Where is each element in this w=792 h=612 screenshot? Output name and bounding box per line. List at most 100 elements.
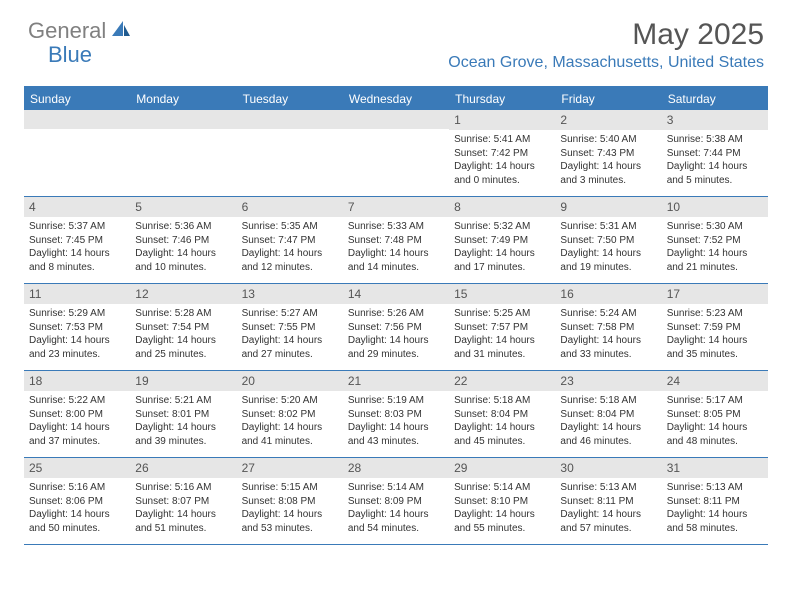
sunset-line: Sunset: 7:55 PM bbox=[242, 321, 338, 335]
sunset-line: Sunset: 8:07 PM bbox=[135, 495, 231, 509]
daylight-line: Daylight: 14 hours and 3 minutes. bbox=[560, 160, 656, 187]
daylight-line: Daylight: 14 hours and 35 minutes. bbox=[667, 334, 763, 361]
day-body: Sunrise: 5:14 AMSunset: 8:10 PMDaylight:… bbox=[449, 478, 555, 540]
week-row: 11Sunrise: 5:29 AMSunset: 7:53 PMDayligh… bbox=[24, 284, 768, 371]
sunset-line: Sunset: 8:03 PM bbox=[348, 408, 444, 422]
daylight-line: Daylight: 14 hours and 54 minutes. bbox=[348, 508, 444, 535]
daylight-line: Daylight: 14 hours and 33 minutes. bbox=[560, 334, 656, 361]
sunrise-line: Sunrise: 5:14 AM bbox=[348, 481, 444, 495]
location-label: Ocean Grove, Massachusetts, United State… bbox=[448, 54, 764, 72]
empty-day-number bbox=[343, 110, 449, 129]
sunrise-line: Sunrise: 5:36 AM bbox=[135, 220, 231, 234]
week-row: 4 Sunrise: 5:37 AMSunset: 7:45 PM Daylight… bbox=[24, 197, 768, 284]
day-body: Sunrise: 5:30 AMSunset: 7:52 PMDaylight:… bbox=[662, 217, 768, 279]
day-cell: 13Sunrise: 5:27 AMSunset: 7:55 PMDayligh… bbox=[237, 284, 343, 370]
daylight-line: Daylight: 14 hours and 48 minutes. bbox=[667, 421, 763, 448]
day-cell: 1Sunrise: 5:41 AMSunset: 7:42 PMDaylight… bbox=[449, 110, 555, 196]
empty-day-number bbox=[130, 110, 236, 129]
sunrise-line: Sunrise: 5:30 AM bbox=[667, 220, 763, 234]
empty-day-number bbox=[237, 110, 343, 129]
day-body: Sunrise: 5:21 AMSunset: 8:01 PMDaylight:… bbox=[130, 391, 236, 453]
sunrise-line: Sunrise: 5:28 AM bbox=[135, 307, 231, 321]
sunset-line: Sunset: 7:58 PM bbox=[560, 321, 656, 335]
sunrise-line: Sunrise: 5:24 AM bbox=[560, 307, 656, 321]
day-cell: 16Sunrise: 5:24 AMSunset: 7:58 PMDayligh… bbox=[555, 284, 661, 370]
day-number: 23 bbox=[555, 371, 661, 391]
sunset-line: Sunset: 7:49 PM bbox=[454, 234, 550, 248]
day-cell: 23Sunrise: 5:18 AMSunset: 8:04 PMDayligh… bbox=[555, 371, 661, 457]
day-header-row: SundayMondayTuesdayWednesdayThursdayFrid… bbox=[24, 88, 768, 110]
day-body: Sunrise: 5:25 AMSunset: 7:57 PMDaylight:… bbox=[449, 304, 555, 366]
day-number: 9 bbox=[555, 197, 661, 217]
day-header: Monday bbox=[130, 88, 236, 110]
daylight-line: Daylight: 14 hours and 43 minutes. bbox=[348, 421, 444, 448]
day-body: Sunrise: 5:26 AMSunset: 7:56 PMDaylight:… bbox=[343, 304, 449, 366]
day-number: 8 bbox=[449, 197, 555, 217]
day-number: 7 bbox=[343, 197, 449, 217]
day-body: Sunrise: 5:41 AMSunset: 7:42 PMDaylight:… bbox=[449, 130, 555, 192]
sunset-line: Sunset: 8:02 PM bbox=[242, 408, 338, 422]
daylight-line: Daylight: 14 hours and 25 minutes. bbox=[135, 334, 231, 361]
day-cell: 31Sunrise: 5:13 AMSunset: 8:11 PMDayligh… bbox=[662, 458, 768, 544]
day-number: 24 bbox=[662, 371, 768, 391]
day-cell: 24Sunrise: 5:17 AMSunset: 8:05 PMDayligh… bbox=[662, 371, 768, 457]
daylight-line: Daylight: 14 hours and 41 minutes. bbox=[242, 421, 338, 448]
logo: General Blue bbox=[28, 18, 134, 44]
sunset-line: Sunset: 7:59 PM bbox=[667, 321, 763, 335]
day-number: 4 bbox=[24, 197, 130, 217]
day-body: Sunrise: 5:33 AMSunset: 7:48 PMDaylight:… bbox=[343, 217, 449, 279]
page-title: May 2025 bbox=[448, 18, 764, 52]
sunset-line: Sunset: 7:53 PM bbox=[29, 321, 125, 335]
daylight-line: Daylight: 14 hours and 10 minutes. bbox=[135, 247, 231, 274]
sunset-line: Sunset: 8:11 PM bbox=[667, 495, 763, 509]
sunrise-line: Sunrise: 5:18 AM bbox=[560, 394, 656, 408]
sail-icon bbox=[110, 19, 132, 44]
day-header: Thursday bbox=[449, 88, 555, 110]
day-body: Sunrise: 5:28 AMSunset: 7:54 PMDaylight:… bbox=[130, 304, 236, 366]
day-number: 15 bbox=[449, 284, 555, 304]
daylight-line: Daylight: 14 hours and 39 minutes. bbox=[135, 421, 231, 448]
day-body: Sunrise: 5:24 AMSunset: 7:58 PMDaylight:… bbox=[555, 304, 661, 366]
daylight-line: Daylight: 14 hours and 57 minutes. bbox=[560, 508, 656, 535]
sunset-line: Sunset: 7:45 PM bbox=[29, 234, 125, 248]
day-number: 27 bbox=[237, 458, 343, 478]
daylight-line: Daylight: 14 hours and 51 minutes. bbox=[135, 508, 231, 535]
sunset-line: Sunset: 8:11 PM bbox=[560, 495, 656, 509]
sunset-line: Sunset: 8:04 PM bbox=[454, 408, 550, 422]
sunset-line: Sunset: 7:46 PM bbox=[135, 234, 231, 248]
day-body: Sunrise: 5:14 AMSunset: 8:09 PMDaylight:… bbox=[343, 478, 449, 540]
day-body: Sunrise: 5:18 AMSunset: 8:04 PMDaylight:… bbox=[449, 391, 555, 453]
day-body: Sunrise: 5:27 AMSunset: 7:55 PMDaylight:… bbox=[237, 304, 343, 366]
sunrise-line: Sunrise: 5:22 AM bbox=[29, 394, 125, 408]
daylight-line: Daylight: 14 hours and 53 minutes. bbox=[242, 508, 338, 535]
day-number: 13 bbox=[237, 284, 343, 304]
sunrise-line: Sunrise: 5:14 AM bbox=[454, 481, 550, 495]
day-cell: 10Sunrise: 5:30 AMSunset: 7:52 PMDayligh… bbox=[662, 197, 768, 283]
day-body: Sunrise: 5:20 AMSunset: 8:02 PMDaylight:… bbox=[237, 391, 343, 453]
day-body: Sunrise: 5:22 AMSunset: 8:00 PMDaylight:… bbox=[24, 391, 130, 453]
day-number: 14 bbox=[343, 284, 449, 304]
sunset-line: Sunset: 8:09 PM bbox=[348, 495, 444, 509]
empty-day-number bbox=[24, 110, 130, 129]
day-number: 18 bbox=[24, 371, 130, 391]
sunrise-line: Sunrise: 5:32 AM bbox=[454, 220, 550, 234]
sunset-line: Sunset: 8:04 PM bbox=[560, 408, 656, 422]
day-body: Sunrise: 5:19 AMSunset: 8:03 PMDaylight:… bbox=[343, 391, 449, 453]
sunset-line: Sunset: 8:05 PM bbox=[667, 408, 763, 422]
daylight-line: Daylight: 14 hours and 23 minutes. bbox=[29, 334, 125, 361]
daylight-line: Daylight: 14 hours and 31 minutes. bbox=[454, 334, 550, 361]
day-body: Sunrise: 5:13 AMSunset: 8:11 PMDaylight:… bbox=[662, 478, 768, 540]
sunset-line: Sunset: 8:00 PM bbox=[29, 408, 125, 422]
sunrise-line: Sunrise: 5:21 AM bbox=[135, 394, 231, 408]
day-header: Friday bbox=[555, 88, 661, 110]
day-body: Sunrise: 5:18 AMSunset: 8:04 PMDaylight:… bbox=[555, 391, 661, 453]
day-number: 17 bbox=[662, 284, 768, 304]
sunrise-line: Sunrise: 5:37 AM bbox=[29, 220, 125, 234]
title-block: May 2025 Ocean Grove, Massachusetts, Uni… bbox=[448, 18, 764, 72]
daylight-line: Daylight: 14 hours and 0 minutes. bbox=[454, 160, 550, 187]
day-cell: 3Sunrise: 5:38 AMSunset: 7:44 PMDaylight… bbox=[662, 110, 768, 196]
daylight-line: Daylight: 14 hours and 58 minutes. bbox=[667, 508, 763, 535]
day-cell: 18Sunrise: 5:22 AMSunset: 8:00 PMDayligh… bbox=[24, 371, 130, 457]
day-number: 22 bbox=[449, 371, 555, 391]
day-cell: 17Sunrise: 5:23 AMSunset: 7:59 PMDayligh… bbox=[662, 284, 768, 370]
